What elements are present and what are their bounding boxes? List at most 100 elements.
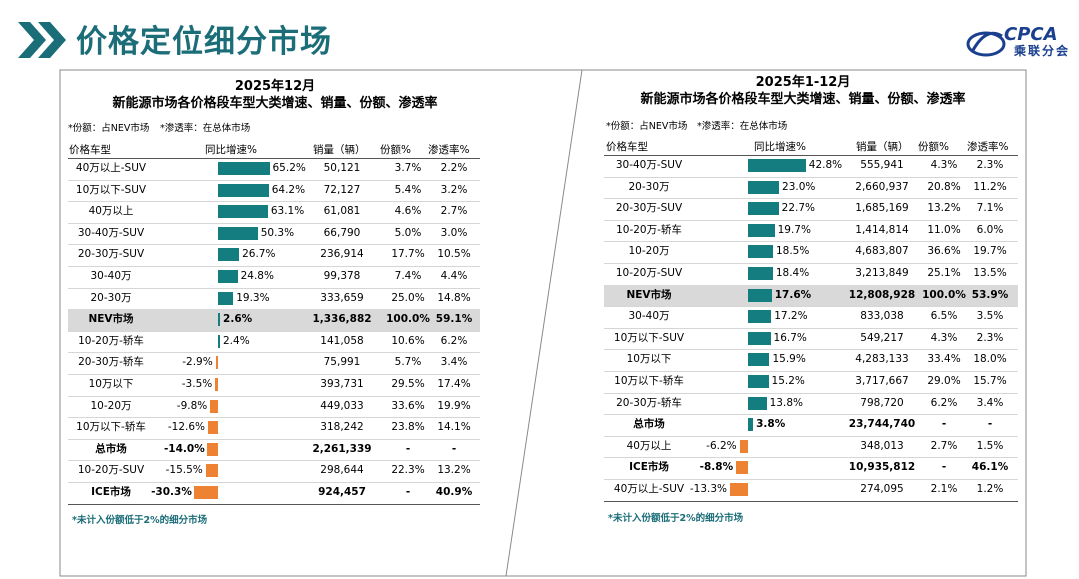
cell-share: 100.0% [386,313,430,326]
growth-label: 26.7% [242,248,276,261]
growth-bar [218,226,258,240]
cell-sales: 2,261,339 [312,442,372,455]
row-name: 30-40万-SUV [77,226,145,239]
growth-label: 15.2% [771,375,805,387]
table-row: 总市场 3.8% 23,744,740 - - [604,414,1018,437]
cell-share: 7.4% [394,270,422,282]
table-row: 10-20万-SUV -15.5% 298,644 22.3% 13.2% [68,460,480,483]
left-panel-title-1: 2025年12月 [234,79,316,94]
row-name: 10-20万 [90,399,132,412]
table-row: 10-20万-轿车 19.7% 1,414,814 11.0% 6.0% [604,220,1018,243]
cell-sales: 10,935,812 [848,461,916,474]
cell-pen: 4.4% [440,270,468,282]
logo-abbr: CPCA [1004,24,1058,45]
growth-label: 3.8% [756,418,786,431]
growth-bar [210,399,218,413]
growth-bar [748,223,775,237]
growth-bar [748,310,772,324]
table-row: 20-30万-轿车 -2.9% 75,991 5.7% 3.4% [68,352,480,375]
cell-share: 5.0% [394,226,422,239]
table-row: 20-30万-SUV 22.7% 1,685,169 13.2% 7.1% [604,198,1018,221]
cell-sales: 333,659 [320,291,364,304]
table-row: 10万以下 15.9% 4,283,133 33.4% 18.0% [604,349,1018,372]
row-name: 10-20万-SUV [77,464,145,477]
cell-share: 25.1% [927,267,961,279]
logo-text: 乘联分会 [1014,44,1071,58]
growth-bar [748,245,773,259]
cell-pen: 3.4% [976,396,1004,409]
table-row: 10万以下-轿车 15.2% 3,717,667 29.0% 15.7% [604,371,1018,394]
cell-pen: 11.2% [973,180,1007,193]
right-col-pen: 渗透率% [967,141,1009,153]
cell-share: 20.8% [927,180,961,193]
growth-label: -30.3% [151,486,192,498]
right-panel-title-1: 2025年1-12月 [755,75,851,90]
growth-label: 13.8% [769,396,803,409]
cell-sales: 555,941 [860,159,904,171]
growth-bar [739,439,748,453]
growth-bar [218,313,221,327]
cell-sales: 1,414,814 [855,223,909,236]
cell-pen: 3.4% [440,356,468,369]
row-name: 20-30万 [90,291,132,304]
growth-bar [748,375,769,388]
cell-share: - [405,442,411,455]
table-row: 10-20万-轿车 2.4% 141,058 10.6% 6.2% [68,331,480,354]
cell-sales: 449,033 [320,399,364,412]
table-row: 40万以上 -6.2% 348,013 2.7% 1.5% [604,436,1018,459]
cell-sales: 66,790 [323,226,361,239]
row-name: NEV市场 [626,288,672,301]
left-panel-title-2: 新能源市场各价格段车型大类增速、销量、份额、渗透率 [112,96,438,111]
growth-bar [218,248,240,262]
left-col-pen: 渗透率% [428,144,470,156]
row-name: 10万以下-轿车 [76,421,146,434]
cell-pen: 18.0% [973,353,1007,366]
cell-sales: 833,038 [860,310,904,323]
cell-sales: 393,731 [320,378,364,390]
left-note-pen: *渗透率：在总体市场 [160,123,251,134]
cell-share: 5.7% [394,356,422,369]
cell-pen: 14.8% [437,291,471,304]
growth-bar [218,291,234,305]
row-name: 40万以上 [88,205,134,218]
cell-pen: 53.9% [971,288,1009,301]
growth-label: -3.5% [181,378,213,390]
cell-share: 6.5% [930,310,958,323]
row-name: 10万以下 [626,353,672,366]
cell-pen: 17.4% [437,378,471,390]
growth-bar [748,353,770,367]
growth-label: 50.3% [260,226,295,239]
table-row: 10万以下-SUV 64.2% 72,127 5.4% 3.2% [68,180,480,203]
cell-share: 2.1% [930,483,958,495]
cell-share: - [941,461,947,474]
growth-label: 18.4% [775,267,810,279]
cell-share: 4.6% [394,205,422,218]
growth-bar [748,202,779,216]
growth-bar [218,270,238,283]
cell-sales: 1,336,882 [312,313,372,326]
row-name: 10-20万-轿车 [78,334,144,347]
left-note-share: *份额：占NEV市场 [68,123,150,134]
cell-sales: 12,808,928 [848,288,916,301]
left-col-sales: 销量（辆） [313,144,366,156]
cell-sales: 72,127 [323,183,361,196]
growth-label: -13.3% [689,483,728,495]
cell-share: 23.8% [391,421,425,434]
cell-share: - [405,486,411,498]
cell-pen: 59.1% [435,313,473,326]
table-row: 40万以上 63.1% 61,081 4.6% 2.7% [68,201,480,224]
growth-bar [218,162,270,175]
cell-pen: 1.2% [976,483,1004,495]
cell-pen: 7.1% [976,202,1004,215]
cell-share: 6.2% [930,396,958,409]
growth-label: -14.0% [163,442,205,455]
row-name: 20-30万-SUV [77,248,145,261]
cell-share: 25.0% [391,291,425,304]
cell-pen: 2.3% [976,159,1004,171]
cell-share: 36.6% [927,245,961,258]
cell-sales: 75,991 [323,356,361,369]
row-name: 30-40万 [90,270,132,282]
growth-label: 17.6% [774,288,812,301]
cell-share: 4.3% [930,159,958,171]
cell-share: 33.4% [927,353,961,366]
